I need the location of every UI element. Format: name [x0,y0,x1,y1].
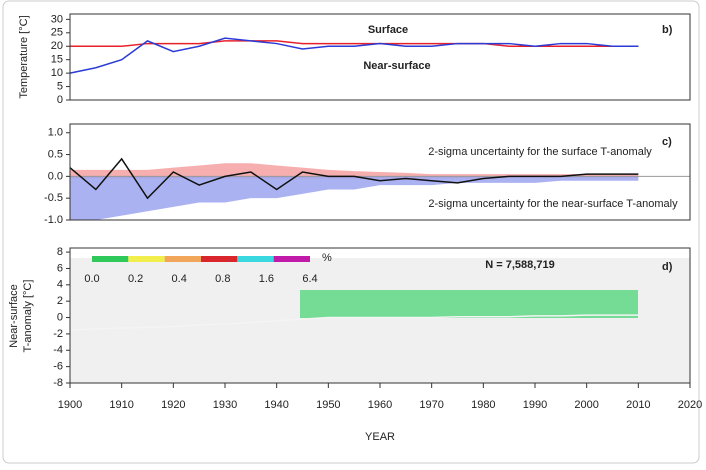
colorbar-label: 0.8 [215,273,230,285]
uncertainty-band [70,176,639,220]
panel-label: c) [662,136,672,148]
x-tick-label: 2000 [574,399,598,411]
uncertainty-band [70,163,639,179]
y-tick-label: 6 [57,262,63,274]
x-tick-label: 1920 [161,399,185,411]
x-tick-label: 1980 [471,399,495,411]
data-line [69,314,639,331]
y-axis-label: T-anomaly [°C] [22,280,34,353]
y-tick-label: 2 [57,295,63,307]
colorbar-label: 0.2 [128,273,143,285]
page-frame [2,0,700,464]
colorbar-segment [201,256,238,262]
colorbar-label: 0.4 [172,273,187,285]
y-tick-label: -8 [53,377,63,389]
y-tick-label: 1.0 [48,127,63,139]
data-line [69,157,639,200]
plot-frame [69,13,691,101]
x-tick-label: 2020 [678,399,702,411]
y-tick-label: 15 [51,54,63,66]
colorbar-segment [164,256,201,262]
y-tick-label: 30 [51,13,63,25]
colorbar-label: 1.6 [259,273,274,285]
y-tick-label: -1.0 [44,214,63,226]
y-axis-label: Near-surface [8,284,20,348]
data-line [69,37,639,74]
x-tick-label: 1990 [523,399,547,411]
point-cloud [70,258,690,383]
density-band [300,290,638,318]
y-tick-label: 8 [57,246,63,258]
x-tick-label: 1900 [58,399,82,411]
colorbar-segment [128,256,165,262]
y-tick-label: 20 [51,40,63,52]
y-tick-label: 10 [51,67,63,79]
x-tick-label: 1970 [419,399,443,411]
x-axis-label: YEAR [365,431,395,443]
band-label: 2-sigma uncertainty for the near-surface… [428,198,678,210]
band-label: 2-sigma uncertainty for the surface T-an… [428,146,652,158]
colorbar-segment [273,256,310,262]
colorbar-label: 0.0 [84,273,99,285]
y-tick-label: -4 [53,344,63,356]
y-tick-label: 0.5 [48,148,63,160]
x-tick-label: 1910 [109,399,133,411]
x-tick-label: 1960 [368,399,392,411]
y-tick-label: -6 [53,361,63,373]
colorbar-segment [237,256,274,262]
series-label: Near-surface [363,60,430,72]
annotation: N = 7,588,719 [485,259,554,271]
series-label: Surface [368,24,408,36]
y-tick-label: 0 [57,311,63,323]
y-tick-label: 0.0 [48,170,63,182]
y-tick-label: 25 [51,27,63,39]
y-tick-label: -2 [53,328,63,340]
panel-label: b) [662,24,673,36]
colorbar-label: 6.4 [302,273,317,285]
y-tick-label: 4 [57,279,63,291]
plot-frame [69,123,691,221]
x-tick-label: 2010 [626,399,650,411]
x-tick-label: 1940 [264,399,288,411]
colorbar-unit: % [322,252,332,264]
x-tick-label: 1950 [316,399,340,411]
y-tick-label: -0.5 [44,192,63,204]
y-axis-label: Temperature [°C] [18,15,30,98]
data-line [70,40,639,47]
x-tick-label: 1930 [213,399,237,411]
colorbar-segment [92,256,129,262]
panel-label: d) [662,261,673,273]
y-tick-label: 5 [57,80,63,92]
y-tick-label: 0 [57,94,63,106]
